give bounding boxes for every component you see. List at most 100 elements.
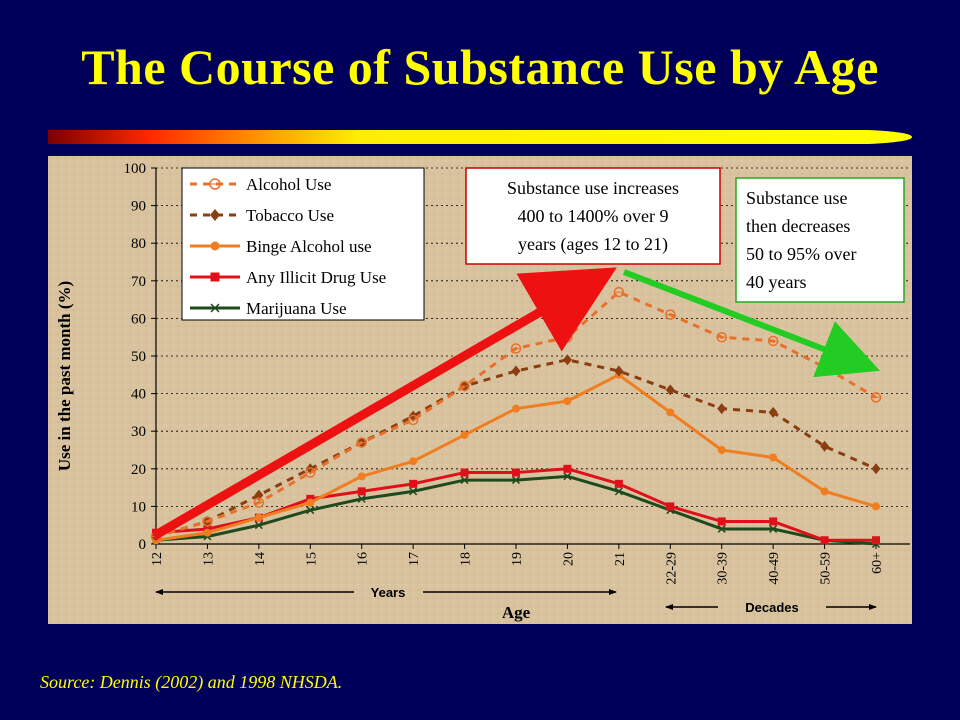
data-point (871, 463, 881, 475)
x-tick-label: 16 (356, 552, 371, 566)
legend-label: Marijuana Use (246, 299, 347, 318)
y-tick-label: 10 (131, 499, 146, 515)
data-point (306, 498, 315, 507)
data-point (614, 487, 623, 496)
decrease-callout-line: 50 to 95% over (746, 244, 856, 264)
data-point (717, 446, 726, 454)
data-point (254, 513, 263, 522)
data-point (460, 468, 469, 477)
x-tick-label: 18 (459, 552, 474, 566)
data-point (407, 414, 419, 426)
data-point (870, 392, 882, 403)
data-point (253, 497, 265, 508)
legend-entry: Binge Alcohol use (190, 237, 372, 256)
y-tick-label: 70 (131, 274, 146, 290)
data-point (614, 365, 624, 377)
x-tick-label: 60+ (870, 552, 885, 574)
x-tick-label: 30-39 (716, 552, 731, 585)
legend-label: Tobacco Use (246, 206, 334, 225)
data-point (820, 536, 829, 545)
y-tick-label: 60 (131, 311, 146, 327)
title-underline-bar (48, 130, 912, 144)
data-point (563, 472, 572, 481)
x-tick-label: 40-49 (767, 552, 782, 585)
y-axis-label: Use in the past month (%) (55, 281, 74, 471)
decrease-callout-line: 40 years (746, 272, 806, 292)
data-point (666, 408, 675, 417)
legend-entry: Marijuana Use (190, 299, 347, 318)
x-tick-label: 14 (253, 552, 268, 566)
data-point (511, 476, 521, 485)
x-axis-label: Age (502, 603, 531, 622)
legend-entry: Any Illicit Drug Use (190, 268, 386, 287)
data-point (511, 365, 521, 377)
data-point (254, 521, 263, 530)
increase-callout: Substance use increases 400 to 1400% over… (465, 167, 721, 265)
y-tick-label: 0 (139, 537, 147, 553)
source-citation: Source: Dennis (2002) and 1998 NHSDA. (40, 672, 343, 692)
y-tick-label: 90 (131, 199, 146, 215)
years-range-indicator: Years (155, 585, 617, 600)
data-point (872, 536, 880, 545)
data-point (717, 403, 727, 415)
data-point (512, 404, 520, 413)
y-tick-label: 20 (131, 462, 146, 478)
x-tick-label: 12 (150, 552, 165, 566)
y-tick-label: 100 (124, 161, 147, 177)
legend-label: Any Illicit Drug Use (246, 268, 386, 287)
data-point (409, 479, 418, 488)
y-tick-label: 30 (131, 424, 146, 440)
data-point (357, 494, 366, 503)
y-tick-labels: 0 10 20 30 40 50 60 70 80 90 100 (124, 161, 147, 553)
data-point (562, 354, 572, 366)
x-tick-label: 15 (304, 552, 319, 566)
decrease-arrow (622, 269, 880, 378)
data-point (768, 406, 778, 418)
data-point (769, 524, 778, 533)
increase-arrow (151, 267, 617, 540)
data-point (356, 437, 367, 448)
data-point (563, 464, 572, 473)
series-alcohol-use (150, 286, 882, 542)
data-point (820, 440, 830, 452)
data-point (460, 430, 469, 439)
years-label: Years (371, 585, 406, 600)
axes (155, 168, 910, 545)
data-point (717, 517, 726, 526)
data-point (202, 516, 213, 527)
decades-label: Decades (745, 600, 798, 615)
increase-callout-line: years (ages 12 to 21) (518, 234, 668, 255)
data-point (614, 479, 623, 488)
x-tick-label: 22-29 (664, 552, 679, 585)
data-point (409, 487, 418, 496)
data-point (767, 335, 779, 347)
decrease-callout-line: then decreases (746, 216, 850, 236)
x-tick-label: 50-59 (819, 552, 834, 585)
legend-entry: Alcohol Use (190, 175, 331, 194)
data-point (210, 272, 220, 282)
series-tobacco-use (151, 354, 881, 542)
data-point (209, 178, 221, 190)
data-point (820, 487, 829, 496)
data-point (716, 331, 727, 343)
x-tick-labels: 12 13 14 15 16 17 18 19 20 21 22-29 30-39 40-49 50-59… (150, 544, 885, 585)
slide-title: The Course of Substance Use by Age (81, 39, 879, 95)
y-tick-label: 50 (131, 349, 146, 365)
data-point (409, 457, 418, 466)
decrease-callout-line: Substance use (746, 188, 847, 208)
legend-label: Binge Alcohol use (246, 237, 372, 256)
data-point (210, 303, 220, 313)
data-point (872, 502, 880, 511)
line-chart: 0 10 20 30 40 50 60 70 80 90 100 12 13 14 15 16 17 18 19 2… (48, 156, 912, 624)
data-point (666, 502, 675, 511)
data-point (717, 524, 726, 533)
increase-callout-line: 400 to 1400% over 9 (518, 206, 669, 226)
data-point (665, 384, 675, 396)
increase-callout-line: Substance use increases (507, 178, 679, 198)
legend-label: Alcohol Use (246, 175, 331, 194)
chart-panel: 0 10 20 30 40 50 60 70 80 90 100 12 13 14 15 16 17 18 19 2… (48, 156, 912, 624)
legend: Alcohol Use Tobacco Use Binge Alcohol use A… (181, 167, 425, 321)
data-point (357, 472, 366, 481)
